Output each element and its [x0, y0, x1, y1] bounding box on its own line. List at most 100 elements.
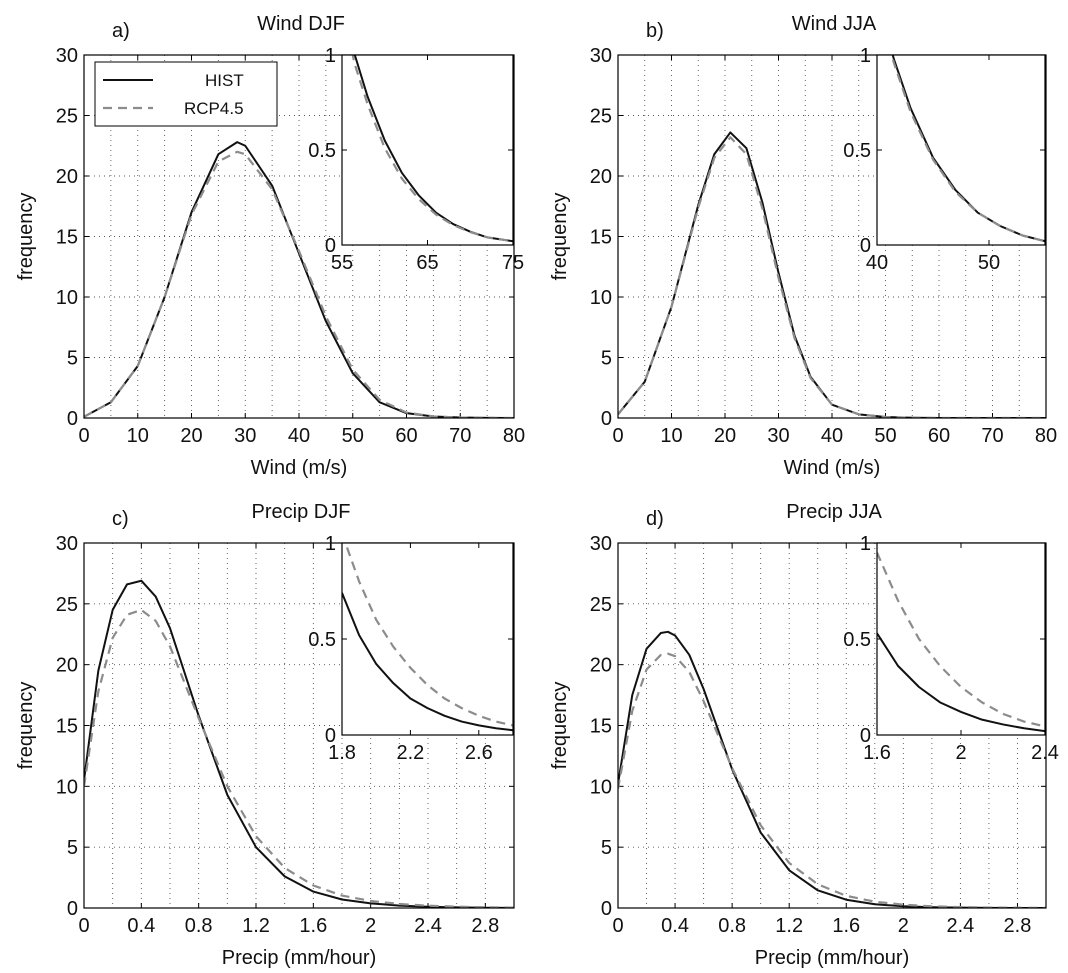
- y-tick-label: 30: [590, 533, 612, 555]
- y-tick-label: 10: [590, 776, 612, 798]
- x-tick-label: 70: [981, 425, 1003, 447]
- inset-x-tick-label: 2.2: [396, 742, 424, 764]
- inset-axes: 1.8 2.2 2.6 0 0.5 1: [308, 533, 514, 764]
- inset-y-tick-label: 0: [860, 725, 871, 747]
- chart-title: Wind DJF: [257, 13, 345, 35]
- x-tick-label: 2: [898, 915, 909, 937]
- y-tick-label: 20: [590, 166, 612, 188]
- inset-x-tick-label: 2: [955, 742, 966, 764]
- x-tick-label: 10: [660, 425, 682, 447]
- inset-y-tick-label: 0.5: [308, 629, 336, 651]
- series-hist-line: [84, 579, 514, 908]
- inset-series-rcp45-line: [877, 552, 1045, 728]
- x-tick-label: 2.4: [946, 915, 974, 937]
- inset-frame: [876, 54, 1046, 246]
- x-tick-label: 0: [78, 425, 89, 447]
- series-rcp45-line: [84, 150, 514, 418]
- inset-series-hist-line: [877, 632, 1045, 733]
- y-tick-label: 30: [56, 45, 78, 67]
- inset-y-tick-label: 1: [325, 533, 336, 555]
- y-axis-label: frequency: [549, 682, 571, 770]
- inset-x-tick-label: 40: [866, 252, 888, 274]
- y-tick-label: 5: [601, 348, 612, 370]
- inset-y-tick-label: 0: [325, 725, 336, 747]
- x-tick-label: 60: [928, 425, 950, 447]
- axes-frame: [83, 54, 515, 419]
- x-axis-label: Wind (m/s): [784, 457, 881, 479]
- inset-series-rcp45-line: [890, 55, 1045, 243]
- panel-label: c): [112, 508, 129, 530]
- x-tick-label: 30: [234, 425, 256, 447]
- x-tick-label: 30: [767, 425, 789, 447]
- inset-plot-area: [342, 543, 513, 735]
- x-tick-label: 0: [612, 425, 623, 447]
- y-axis-label: frequency: [549, 193, 571, 281]
- y-tick-label: 0: [601, 898, 612, 920]
- legend-box: [94, 61, 278, 127]
- x-tick-label: 0.8: [185, 915, 213, 937]
- x-tick-label: 40: [821, 425, 843, 447]
- x-tick-label: 80: [503, 425, 525, 447]
- inset-y-tick-label: 1: [325, 45, 336, 67]
- x-tick-label: 1.6: [299, 915, 327, 937]
- x-tick-label: 1.2: [775, 915, 803, 937]
- y-tick-label: 25: [56, 106, 78, 128]
- y-tick-label: 20: [56, 655, 78, 677]
- inset-axes: 40 50 0 0.5 1: [843, 45, 1046, 274]
- inset-series-hist-line: [342, 592, 513, 732]
- y-tick-label: 20: [590, 655, 612, 677]
- inset-series-rcp45-line: [351, 55, 513, 243]
- x-tick-label: 0.8: [718, 915, 746, 937]
- inset-y-tick-label: 0.5: [843, 629, 871, 651]
- x-tick-label: 2.8: [1004, 915, 1032, 937]
- inset-series-rcp45-line: [344, 543, 513, 727]
- inset-y-tick-label: 1: [860, 45, 871, 67]
- y-tick-label: 5: [67, 348, 78, 370]
- inset-x-tick-label: 50: [978, 252, 1000, 274]
- legend-label-rcp45: RCP4.5: [184, 99, 244, 118]
- inset-y-tick-label: 0: [325, 235, 336, 257]
- y-axis-label: frequency: [15, 193, 37, 281]
- x-tick-label: 70: [449, 425, 471, 447]
- x-tick-label: 0.4: [661, 915, 689, 937]
- y-tick-label: 25: [590, 106, 612, 128]
- inset-x-tick-label: 65: [416, 252, 438, 274]
- y-tick-label: 25: [590, 594, 612, 616]
- inset-frame: [876, 542, 1046, 736]
- inset-plot-area: [877, 543, 1045, 735]
- x-tick-label: 50: [874, 425, 896, 447]
- x-tick-label: 60: [395, 425, 417, 447]
- x-tick-label: 10: [127, 425, 149, 447]
- panel-label: b): [646, 20, 664, 42]
- y-tick-label: 30: [56, 533, 78, 555]
- legend-label-hist: HIST: [205, 71, 244, 90]
- axes-frame: [83, 542, 515, 909]
- x-tick-label: 1.6: [832, 915, 860, 937]
- inset-y-tick-label: 0: [860, 235, 871, 257]
- y-tick-label: 5: [67, 837, 78, 859]
- chart-title: Precip DJF: [252, 501, 351, 523]
- inset-y-tick-label: 0.5: [843, 140, 871, 162]
- x-tick-label: 0.4: [127, 915, 155, 937]
- inset-frame: [341, 54, 514, 246]
- x-tick-label: 20: [714, 425, 736, 447]
- y-tick-label: 0: [67, 408, 78, 430]
- inset-frame: [341, 542, 514, 736]
- y-tick-label: 15: [56, 227, 78, 249]
- chart-title: Wind JJA: [792, 13, 877, 35]
- axes-frame: [617, 54, 1047, 419]
- inset-x-tick-label: 1.6: [863, 742, 891, 764]
- x-tick-label: 20: [180, 425, 202, 447]
- inset-axes: 1.6 2 2.4 0 0.5 1: [843, 533, 1059, 764]
- inset-y-tick-label: 0.5: [308, 140, 336, 162]
- y-tick-label: 10: [56, 776, 78, 798]
- inset-y-tick-label: 1: [860, 533, 871, 555]
- x-tick-label: 50: [342, 425, 364, 447]
- x-axis-label: Wind (m/s): [251, 457, 348, 479]
- y-tick-label: 0: [601, 408, 612, 430]
